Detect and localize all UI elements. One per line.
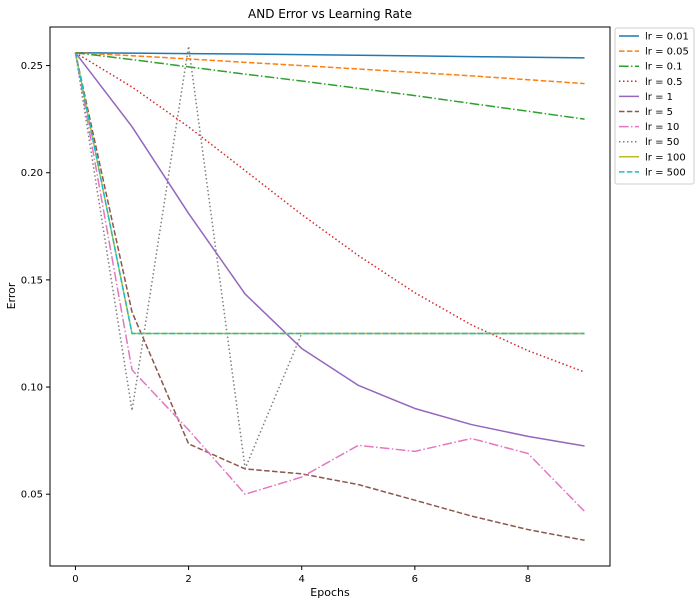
chart-title: AND Error vs Learning Rate (248, 7, 412, 21)
x-tick-label: 8 (525, 574, 531, 585)
plot-frame (49, 26, 611, 567)
legend-label-9: lr = 500 (645, 167, 686, 178)
series-line-6 (74, 52, 586, 512)
x-axis-label: Epochs (310, 586, 350, 599)
series-line-5 (74, 52, 585, 542)
legend-label-4: lr = 1 (645, 92, 673, 103)
legend-box (614, 27, 695, 185)
x-tick-label: 2 (185, 574, 191, 585)
legend-label-0: lr = 0.01 (645, 32, 689, 43)
series-layer (74, 45, 586, 542)
legend-label-8: lr = 100 (645, 152, 686, 163)
legend-label-6: lr = 10 (645, 122, 679, 133)
y-tick-label: 0.15 (21, 275, 43, 286)
legend-label-3: lr = 0.5 (645, 77, 683, 88)
y-axis: 0.05 0.10 0.15 0.20 0.25 (21, 61, 50, 501)
y-tick-label: 0.10 (21, 383, 43, 394)
y-tick-label: 0.25 (21, 61, 43, 72)
x-axis: 0 2 4 6 8 (72, 566, 531, 585)
legend: lr = 0.01 lr = 0.05 lr = 0.1 lr = 0.5 lr = 1… (614, 27, 695, 185)
series-line-1 (75, 51, 585, 85)
series-line-4 (74, 52, 585, 447)
y-tick-label: 0.05 (21, 490, 43, 501)
y-axis-label: Error (5, 282, 18, 309)
series-line-9 (74, 52, 585, 335)
series-line-0 (75, 51, 585, 59)
legend-label-1: lr = 0.05 (645, 47, 689, 58)
legend-label-5: lr = 5 (645, 107, 673, 118)
x-tick-label: 6 (412, 574, 418, 585)
plot-area (49, 26, 611, 567)
y-tick-label: 0.20 (21, 168, 43, 179)
x-tick-label: 0 (72, 574, 78, 585)
series-line-3 (75, 52, 585, 373)
x-tick-label: 4 (299, 574, 305, 585)
legend-label-2: lr = 0.1 (645, 62, 683, 73)
series-line-2 (75, 51, 585, 120)
legend-label-7: lr = 50 (645, 137, 679, 148)
